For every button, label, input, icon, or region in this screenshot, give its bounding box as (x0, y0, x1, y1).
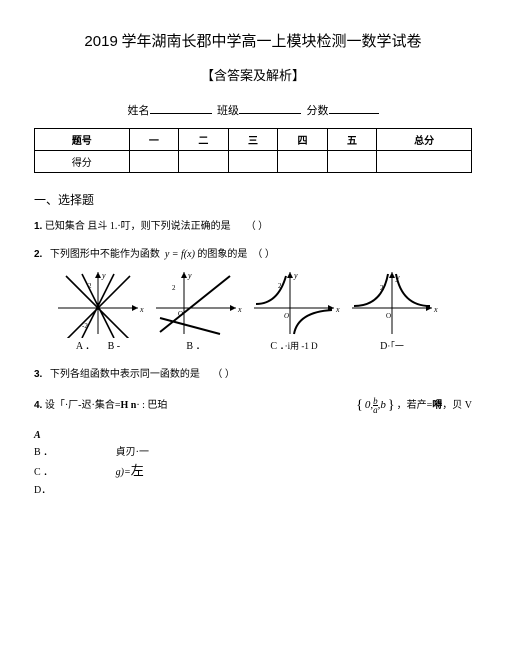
question-4: 4. 设「·厂-迟·集合= H n · : 巴珀 { 0,ba,b } ，若产=… (34, 396, 472, 416)
q4-hn: H n (120, 399, 136, 413)
svg-text:y: y (187, 271, 192, 280)
class-label: 班级 (217, 105, 239, 117)
svg-text:x: x (237, 305, 242, 314)
svg-text:O: O (386, 312, 391, 320)
graph-d: x y 2 O (346, 268, 438, 338)
choice-a: A (34, 430, 472, 441)
svg-text:2: 2 (278, 282, 282, 290)
right-brace: } (388, 396, 395, 416)
q2-text2: 的图象的是 (197, 249, 247, 260)
q3-paren: （ ） (212, 369, 235, 380)
th-5: 五 (327, 129, 377, 151)
label-d: D·「一 (346, 340, 438, 354)
svg-text:O: O (178, 310, 183, 318)
svg-text:O: O (284, 312, 289, 320)
svg-text:2: 2 (172, 284, 176, 292)
th-3: 三 (228, 129, 278, 151)
graph-labels: A ． B - B ． C ．·i用 -1 D D·「一 (52, 340, 472, 354)
cell (278, 151, 328, 173)
subtitle: 【含答案及解析】 (34, 65, 472, 84)
row-label: 得分 (35, 151, 130, 173)
score-blank (329, 103, 379, 114)
svg-text:y: y (101, 271, 106, 280)
question-1: 1. 已知集合 且斗 1.·叮，则下列说法正确的是 （ ） (34, 220, 472, 234)
question-3: 3. 下列各组函数中表示同一函数的是 （ ） (34, 368, 472, 382)
q4-text3: ，若产= (397, 399, 433, 413)
q4-choices: A B ． 貞刃·一 C ． g)=左 D． (34, 430, 472, 496)
q4-text4: ，贝 V (442, 399, 472, 413)
cell (377, 151, 472, 173)
q4-text: 设「·厂-迟·集合= (45, 399, 121, 413)
section-1-heading: 一、选择题 (34, 191, 472, 208)
graph-a: x y 2 -2 (52, 268, 144, 338)
q3-text: 下列各组函数中表示同一函数的是 (50, 369, 200, 380)
label-b: B ． (150, 340, 242, 354)
q3-num: 3. (34, 369, 42, 380)
svg-text:x: x (335, 305, 340, 314)
q2-expr: y = f(x) (165, 249, 195, 260)
th-6: 总分 (377, 129, 472, 151)
q1-paren: （ ） (246, 221, 269, 232)
graph-row: x y 2 -2 x y 2 O (52, 268, 472, 338)
page-title: 2019 学年湖南长郡中学高一上模块检测一数学试卷 (34, 30, 472, 51)
graph-b: x y 2 O (150, 268, 242, 338)
class-blank (239, 103, 301, 114)
choice-d: D． (34, 481, 472, 496)
cell (129, 151, 179, 173)
question-2: 2. 下列图形中不能作为函数 y = f(x) 的图象的是 （ ） x y (34, 248, 472, 354)
cell (327, 151, 377, 173)
cell (179, 151, 229, 173)
svg-text:x: x (139, 305, 144, 314)
svg-text:y: y (395, 273, 400, 282)
svg-text:2: 2 (88, 282, 92, 290)
label-a: A ． B - (52, 340, 144, 354)
q4-num: 4. (34, 399, 42, 413)
th-2: 二 (179, 129, 229, 151)
svg-text:2: 2 (380, 284, 384, 292)
svg-text:x: x (433, 305, 438, 314)
q4-text2: · : 巴珀 (136, 399, 167, 413)
table-row: 题号 一 二 三 四 五 总分 (35, 129, 472, 151)
name-blank (150, 103, 212, 114)
th-0: 题号 (35, 129, 130, 151)
svg-text:-2: -2 (82, 322, 88, 330)
left-brace: { (356, 396, 363, 416)
score-label: 分数 (307, 105, 329, 117)
title-rest: 学年湖南长郡中学高一上模块检测一数学试卷 (118, 34, 422, 50)
expr-line2: g)=左 (116, 460, 144, 479)
svg-text:y: y (293, 271, 298, 280)
title-year: 2019 (84, 33, 117, 50)
table-row: 得分 (35, 151, 472, 173)
expr-line1: 貞刃·一 (116, 443, 149, 458)
name-label: 姓名 (128, 105, 150, 117)
q4-bold: 嘚 (432, 399, 442, 413)
th-4: 四 (278, 129, 328, 151)
q2-text: 下列图形中不能作为函数 (50, 249, 160, 260)
q2-num: 2. (34, 249, 42, 260)
q2-paren: （ ） (252, 249, 275, 260)
choice-b: B ． 貞刃·一 (34, 443, 472, 458)
q1-text: 已知集合 且斗 1.·叮，则下列说法正确的是 (42, 221, 230, 232)
score-table: 题号 一 二 三 四 五 总分 得分 (34, 128, 472, 173)
cell (228, 151, 278, 173)
set-items: 0,ba,b (365, 397, 386, 414)
choice-c: C ． g)=左 (34, 460, 472, 479)
th-1: 一 (129, 129, 179, 151)
name-line: 姓名 班级 分数 (34, 102, 472, 118)
label-c: C ．·i用 -1 D (248, 340, 340, 354)
graph-c: x y 2 O (248, 268, 340, 338)
